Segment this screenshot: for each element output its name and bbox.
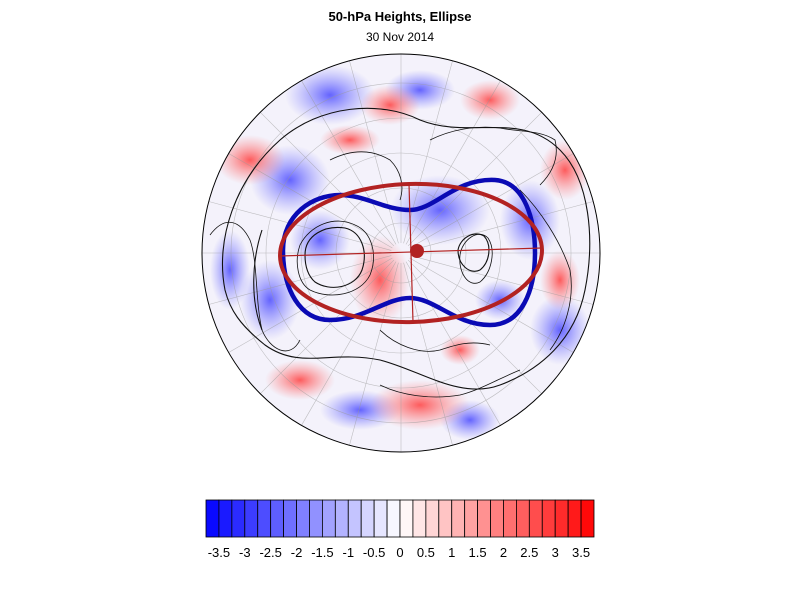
colorbar-box — [554, 499, 569, 538]
colorbar-box — [270, 499, 284, 538]
meridian-line — [348, 59, 399, 244]
map-title: 50-hPa Heights, Ellipse — [328, 9, 472, 24]
meridian-line — [405, 261, 502, 427]
colorbar-box — [244, 499, 259, 538]
meridian-line — [259, 259, 395, 395]
positive-anomaly-region — [320, 125, 380, 155]
colorbar-tick-label: -1 — [342, 545, 354, 560]
colorbar-box — [425, 499, 440, 538]
colorbar-tick-label: 3.5 — [572, 545, 590, 560]
ellipse-center-marker — [410, 244, 424, 258]
colorbar-box — [205, 499, 220, 538]
meridian-line — [405, 79, 502, 245]
colorbar-box — [464, 499, 478, 538]
negative-anomaly-region — [285, 65, 375, 125]
colorbar-tick-label: -0.5 — [363, 545, 385, 560]
colorbar-tick-label: 0.5 — [417, 545, 435, 560]
fitted-ellipse — [278, 181, 544, 325]
colorbar-box — [231, 499, 246, 538]
meridian-line — [410, 200, 595, 251]
negative-anomaly-region — [390, 175, 490, 245]
positive-anomaly-region — [460, 80, 520, 120]
colorbar-box — [296, 499, 310, 538]
meridian-line — [300, 261, 397, 427]
colorbar-tick-label: -2 — [291, 545, 303, 560]
meridian-line — [207, 255, 392, 306]
colorbar-box — [516, 499, 530, 538]
colorbar-box — [580, 499, 595, 538]
colorbar-box — [347, 499, 362, 538]
meridian-line — [348, 262, 399, 447]
colorbar-box — [373, 499, 388, 538]
meridian-line — [407, 111, 543, 247]
meridian-line — [259, 111, 395, 247]
colorbar-tick-label: 1.5 — [469, 545, 487, 560]
meridian-line — [207, 200, 392, 251]
globe-outline — [201, 53, 601, 453]
colorbar-box — [477, 499, 491, 538]
meridian-line — [409, 152, 575, 249]
colorbar-box — [399, 499, 414, 538]
colorbar-box — [438, 499, 453, 538]
colorbar-tick-label: -3.5 — [208, 545, 230, 560]
negative-anomaly-region — [530, 295, 590, 365]
meridian-line — [300, 79, 397, 245]
colorbar-tick-label: 2.5 — [520, 545, 538, 560]
colorbar-box — [567, 499, 582, 538]
anomaly-field — [202, 54, 600, 452]
map-date: 30 Nov 2014 — [365, 30, 435, 44]
colorbar-box — [334, 499, 349, 538]
colorbar-box — [503, 499, 517, 538]
colorbar-tick-label: 2 — [500, 545, 507, 560]
colorbar-box — [490, 499, 504, 538]
meridian-line — [403, 59, 454, 244]
colorbar-box — [412, 499, 427, 538]
positive-anomaly-region — [265, 360, 335, 400]
positive-anomaly-region — [360, 85, 420, 125]
colorbar-box — [218, 499, 233, 538]
colorbar-tick-label: -2.5 — [259, 545, 281, 560]
negative-anomaly-region — [210, 230, 250, 310]
positive-anomaly-region — [440, 335, 480, 365]
colorbar-box — [528, 499, 543, 538]
colorbar-tick-label: 0 — [396, 545, 403, 560]
colorbar-tick-label: -1.5 — [311, 545, 333, 560]
colorbar-tick-label: 3 — [552, 545, 559, 560]
colorbar-box — [451, 499, 466, 538]
meridian-line — [410, 255, 595, 306]
meridian-line — [407, 259, 543, 395]
colorbar-box — [386, 499, 401, 538]
colorbar-tick-label: -3 — [239, 545, 251, 560]
colorbar-box — [283, 499, 297, 538]
colorbar-box — [541, 499, 556, 538]
colorbar-tick-label: 1 — [448, 545, 455, 560]
positive-anomaly-region — [540, 250, 580, 310]
colorbar-box — [309, 499, 323, 538]
colorbar-box — [257, 499, 272, 538]
height-contours — [221, 107, 591, 390]
coastlines — [209, 126, 572, 398]
colorbar-box — [360, 499, 375, 538]
colorbar-box — [321, 499, 336, 538]
